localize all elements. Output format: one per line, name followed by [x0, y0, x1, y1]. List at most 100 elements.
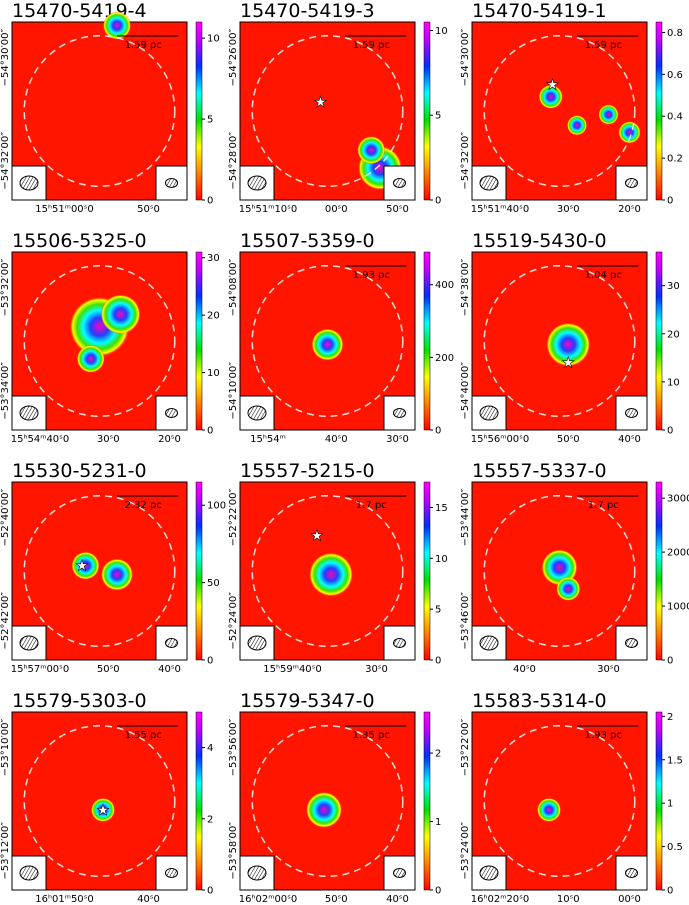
colorbar-label: 0.2 [667, 154, 683, 165]
x-tick-label: 20ˢ0 [158, 434, 181, 445]
scale-label: 1.55 pc [125, 730, 162, 741]
x-tick-label: 15ʰ54ᵐ [250, 434, 286, 445]
beam [625, 178, 638, 188]
colorbar-label: 0.4 [667, 112, 683, 123]
x-tick-label: 16ʰ02ᵐ20ˢ0 [471, 894, 530, 905]
star: ★ [96, 801, 109, 819]
colorbar-label: 15 [435, 503, 448, 514]
star: ★ [75, 557, 88, 575]
y-tick-label: −53°34′00″ [0, 362, 11, 420]
panel-title: 15557-5337-0 [472, 460, 607, 482]
colorbar-label: 30 [667, 281, 680, 292]
colorbar-label: 1 [435, 817, 441, 828]
colorbar-label: 0 [207, 196, 213, 207]
panel-title: 15579-5303-0 [12, 690, 147, 712]
beam [479, 175, 499, 191]
star: ★ [562, 353, 575, 371]
beam [479, 635, 499, 651]
beam [247, 635, 267, 651]
scale-label: 1.04 pc [585, 270, 622, 281]
emission [309, 552, 353, 597]
x-tick-label: 16ʰ01ᵐ50ˢ0 [35, 894, 94, 905]
colorbar-label: 0 [207, 886, 213, 897]
beam-circle [251, 35, 404, 187]
emission [91, 797, 115, 822]
y-tick-label: −52°22′00″ [228, 489, 239, 547]
x-tick-label: 15ʰ54ᵐ40ˢ0 [11, 434, 70, 445]
beam [165, 178, 178, 188]
colorbar-label: 0 [667, 886, 673, 897]
x-tick-label: 00ˢ0 [325, 204, 348, 215]
colorbar-label: 0.6 [667, 70, 683, 81]
y-tick-label: −53°10′00″ [0, 719, 11, 777]
x-tick-label: 10ˢ0 [557, 894, 580, 905]
x-tick-label: 16ʰ02ᵐ00ˢ0 [239, 894, 298, 905]
colorbar [423, 481, 431, 661]
beam-circle [483, 265, 636, 417]
beam-circle [23, 35, 176, 187]
beam-box [383, 165, 416, 201]
scale-label: 1.35 pc [353, 730, 390, 741]
emission [103, 11, 131, 40]
y-tick-label: −53°22′00″ [460, 719, 471, 777]
y-tick-label: −54°38′00″ [460, 259, 471, 317]
emission [311, 328, 344, 361]
emission [71, 551, 100, 580]
colorbar-label: 0 [667, 426, 673, 437]
beam [625, 408, 638, 418]
colorbar-label: 1000 [667, 602, 689, 613]
panel-title: 15470-5419-1 [472, 0, 607, 22]
emission [306, 791, 342, 828]
scale-label: 1.93 pc [353, 270, 390, 281]
star: ★ [310, 526, 323, 544]
colorbar-label: 10 [435, 26, 448, 37]
colorbar-label: 1.5 [667, 755, 683, 766]
beam [247, 175, 267, 191]
scale-label: 1.7 pc [588, 500, 619, 511]
colorbar-label: 3000 [667, 494, 689, 505]
beam [165, 638, 178, 648]
colorbar-label: 20 [667, 329, 680, 340]
panel-title: 15579-5347-0 [240, 690, 375, 712]
colorbar-label: 0.5 [667, 842, 683, 853]
beam [247, 405, 267, 421]
beam [19, 635, 39, 651]
y-tick-label: −53°24′00″ [460, 822, 471, 880]
x-tick-label: 40ˢ0 [386, 894, 409, 905]
x-tick-label: 50ˢ0 [557, 434, 580, 445]
emission [567, 115, 587, 136]
emission [546, 322, 591, 367]
x-tick-label: 15ʰ59ᵐ40ˢ0 [263, 664, 322, 675]
panel-title: 15506-5325-0 [12, 230, 147, 252]
beam [393, 178, 406, 188]
x-tick-label: 15ʰ51ᵐ00ˢ0 [35, 204, 94, 215]
scale-label: 1.59 pc [125, 40, 162, 51]
x-tick-label: 00ˢ0 [618, 894, 641, 905]
y-tick-label: −53°56′00″ [228, 719, 239, 777]
beam-circle [483, 35, 636, 187]
beam [479, 405, 499, 421]
colorbar [195, 711, 203, 891]
colorbar [423, 711, 431, 891]
star: ★ [314, 93, 327, 111]
beam-box [615, 395, 648, 431]
x-tick-label: 30ˢ0 [365, 664, 388, 675]
beam-box [239, 855, 275, 891]
colorbar [195, 481, 203, 661]
y-tick-label: −53°32′00″ [0, 259, 11, 317]
colorbar [195, 21, 203, 201]
emission [556, 576, 581, 601]
y-tick-label: −54°26′00″ [228, 29, 239, 87]
x-tick-label: 40ˢ0 [137, 894, 160, 905]
x-tick-label: 15ʰ57ᵐ00ˢ0 [11, 664, 70, 675]
y-tick-label: −52°42′00″ [0, 592, 11, 650]
colorbar-label: 0 [667, 656, 673, 667]
colorbar [655, 711, 663, 891]
colorbar-label: 5 [435, 605, 441, 616]
beam [19, 865, 39, 881]
x-tick-label: 50ˢ0 [325, 894, 348, 905]
x-tick-label: 15ʰ51ᵐ40ˢ0 [471, 204, 530, 215]
beam-circle [483, 495, 636, 647]
emission [598, 104, 619, 125]
emission [76, 344, 105, 373]
